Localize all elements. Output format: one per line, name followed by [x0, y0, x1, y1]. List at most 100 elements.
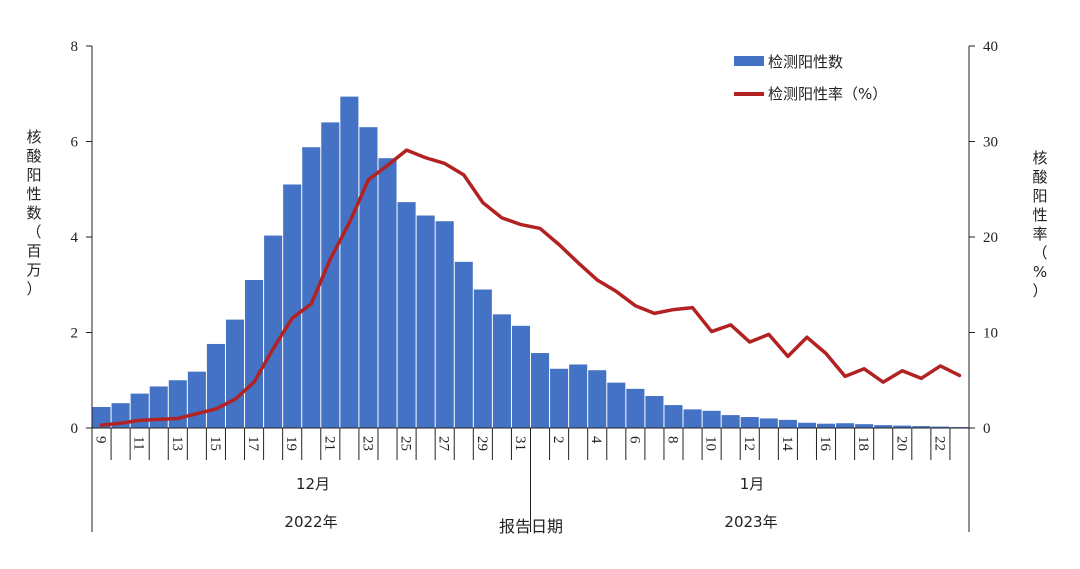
legend-label-line: 检测阳性率（%）: [768, 85, 887, 103]
x-tick-label: 14: [779, 436, 795, 452]
bar-2023-01-12: [740, 417, 759, 428]
x-tick-label: 25: [398, 436, 414, 451]
y-right-title-char: 酸: [1032, 168, 1047, 186]
legend-label-bar: 检测阳性数: [768, 53, 843, 71]
bar-2022-12-26: [416, 215, 435, 428]
year-label-2022: 2022年: [284, 513, 337, 531]
bar-2022-12-14: [187, 371, 206, 428]
bar-2023-01-21: [912, 426, 931, 428]
bar-2022-12-17: [245, 279, 264, 428]
bar-2022-12-15: [206, 343, 225, 428]
y-right-title-char: ）: [1032, 282, 1047, 300]
x-tick-label: 29: [474, 436, 490, 451]
x-tick-label: 23: [359, 436, 375, 451]
x-tick-label: 11: [131, 436, 147, 450]
x-tick-label: 31: [512, 436, 528, 451]
y-right-tick-label: 40: [983, 39, 998, 55]
bar-2023-01-09: [683, 409, 702, 428]
x-tick-label: 10: [703, 436, 719, 451]
y-right-title-char: 性: [1032, 206, 1047, 224]
bar-2022-12-13: [168, 380, 187, 428]
y-left-title-char: （: [26, 223, 41, 241]
bar-2022-12-27: [435, 221, 454, 428]
bar-2023-01-15: [797, 422, 816, 428]
y-right-tick-label: 0: [983, 421, 991, 437]
bars-layer: [92, 96, 969, 429]
y-left-title-char: 万: [26, 261, 41, 279]
bar-2023-01-02: [550, 368, 569, 428]
x-tick-label: 17: [245, 436, 261, 452]
legend-swatch-bar: [734, 56, 764, 66]
bar-2022-12-19: [283, 184, 302, 428]
x-tick-label: 27: [436, 436, 452, 452]
bar-2022-12-22: [340, 96, 359, 429]
bar-2023-01-16: [816, 423, 836, 428]
bar-2023-01-17: [836, 423, 855, 428]
x-tick-label: 16: [817, 436, 833, 452]
bar-2023-01-13: [759, 418, 778, 428]
x-tick-label: 15: [207, 436, 223, 451]
bar-2023-01-18: [855, 424, 874, 428]
x-tick-label: 2: [550, 436, 566, 444]
bar-2023-01-01: [531, 353, 550, 428]
x-tick-label: 4: [588, 436, 604, 444]
bar-2022-12-20: [302, 147, 321, 429]
y-left-tick-label: 4: [71, 230, 79, 246]
bar-2022-12-25: [397, 202, 416, 428]
x-tick-label: 8: [664, 436, 680, 444]
y-right-title-char: 核: [1032, 149, 1047, 167]
bar-2022-12-12: [149, 386, 168, 428]
bar-2023-01-10: [702, 410, 721, 428]
legend: 检测阳性数 检测阳性率（%）: [734, 53, 887, 103]
bar-2022-12-24: [378, 158, 397, 428]
bar-2022-12-23: [359, 127, 378, 429]
y-right-tick-label: 30: [983, 135, 998, 151]
bar-2022-12-28: [454, 261, 473, 428]
y-left-title-char: 百: [26, 242, 41, 260]
y-right-title-char: （: [1032, 244, 1047, 262]
year-label-2023: 2023年: [724, 513, 777, 531]
y-left-title-char: 性: [26, 185, 41, 203]
bar-2022-12-29: [473, 289, 492, 428]
month-label-jan: 1月: [740, 475, 765, 493]
bar-2023-01-07: [645, 396, 664, 428]
y-left-title-char: 数: [26, 204, 41, 222]
y-left-tick-label: 8: [71, 39, 79, 55]
x-tick-label: 21: [321, 436, 337, 451]
x-tick-label: 19: [283, 436, 299, 451]
y-left-tick-label: 0: [71, 421, 79, 437]
bar-2023-01-04: [588, 370, 607, 428]
y-left-title-char: 阳: [26, 166, 41, 184]
bar-2023-01-19: [874, 425, 893, 428]
line-layer: [99, 148, 962, 427]
bar-2022-12-30: [492, 314, 511, 428]
y-left-tick-label: 2: [71, 326, 79, 342]
y-right-tick-label: 20: [983, 230, 998, 246]
y-right-tick-label: 10: [983, 326, 998, 342]
y-right-title-char: 阳: [1032, 187, 1047, 205]
x-tick-label: 6: [626, 436, 642, 444]
bar-2023-01-08: [664, 405, 683, 428]
bar-2023-01-14: [778, 419, 797, 428]
bar-2023-01-22: [931, 426, 950, 428]
x-tick-label: 13: [169, 436, 185, 451]
x-tick-label: 12: [741, 436, 757, 451]
x-tick-label: 22: [931, 436, 947, 451]
x-tick-label: 18: [855, 436, 871, 451]
bar-2022-12-09: [92, 406, 111, 428]
line-series-positive-rate: [99, 148, 962, 427]
y-left-title-char: 核: [26, 128, 41, 146]
axes-layer: [86, 45, 975, 532]
y-left-title-char: ）: [26, 280, 41, 298]
y-right-title-char: 率: [1032, 225, 1047, 243]
y-left-title-char: 酸: [26, 147, 41, 165]
x-tick-label: 20: [893, 436, 909, 451]
month-label-dec: 12月: [296, 475, 330, 493]
bar-2023-01-03: [569, 364, 588, 428]
bar-2023-01-11: [721, 415, 740, 428]
x-axis-title: 报告日期: [499, 517, 563, 536]
bar-2022-12-18: [264, 235, 283, 428]
y-right-title-char: %: [1033, 263, 1047, 281]
